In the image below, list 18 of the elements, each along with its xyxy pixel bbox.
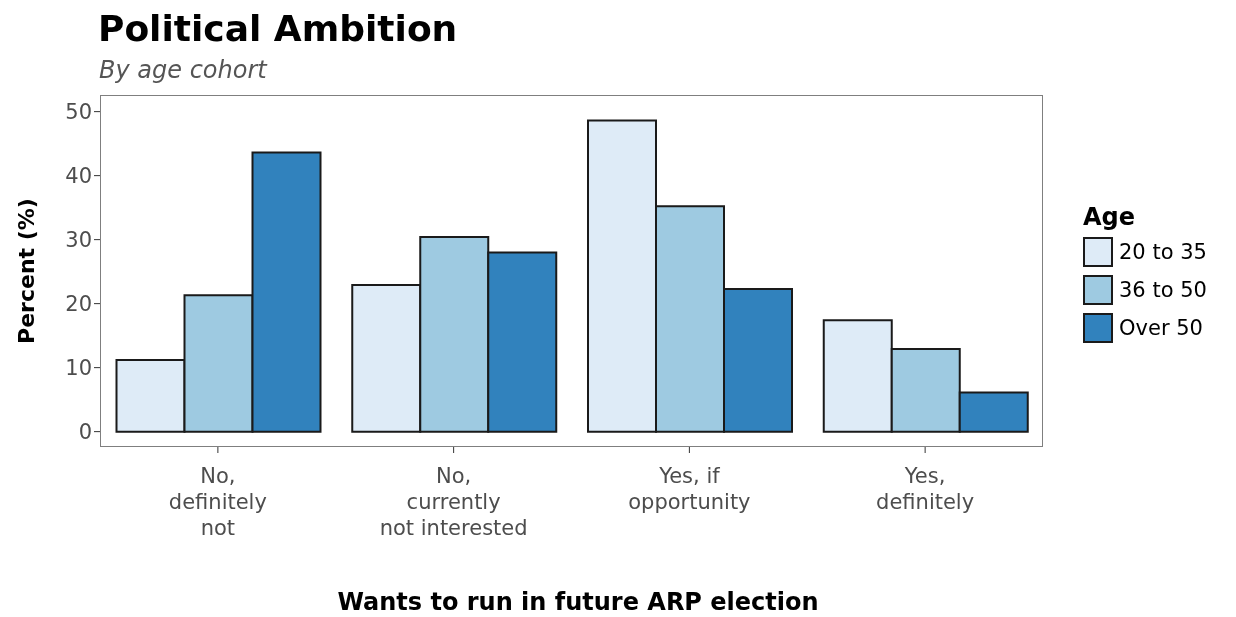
chart-subtitle: By age cohort bbox=[99, 56, 267, 84]
chart-title: Political Ambition bbox=[98, 8, 458, 49]
y-tick-label: 50 bbox=[65, 100, 92, 125]
y-tick-label: 20 bbox=[65, 292, 92, 317]
legend-label: Over 50 bbox=[1119, 316, 1203, 340]
y-axis-title: Percent (%) bbox=[13, 198, 39, 344]
y-tick-label: 10 bbox=[65, 356, 92, 381]
legend-label: 20 to 35 bbox=[1119, 240, 1207, 264]
legend-label: 36 to 50 bbox=[1119, 278, 1207, 302]
x-tick-label: No, definitely not bbox=[168, 464, 267, 540]
x-axis-title: Wants to run in future ARP election bbox=[336, 588, 820, 616]
y-tick-label: 40 bbox=[65, 164, 92, 189]
x-tick-label: Yes, definitely bbox=[876, 464, 975, 514]
legend-title: Age bbox=[1083, 203, 1137, 231]
x-tick-label: No, currently not interested bbox=[379, 464, 528, 540]
y-tick-label: 0 bbox=[78, 420, 92, 445]
x-tick-label: Yes, if opportunity bbox=[628, 464, 751, 514]
y-tick-label: 30 bbox=[65, 228, 92, 253]
